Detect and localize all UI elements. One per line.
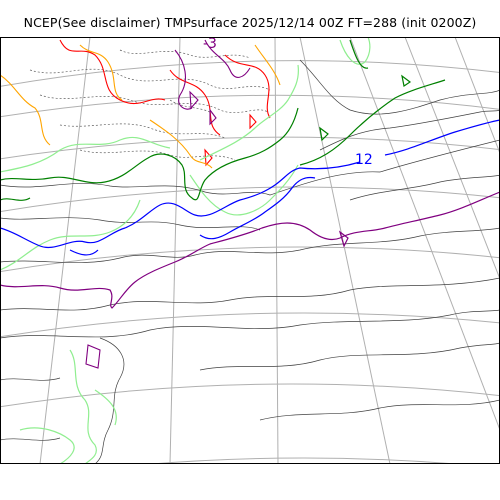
dotted-contours bbox=[29, 49, 271, 161]
cold-contours bbox=[0, 39, 281, 369]
contour-label-12: 12 bbox=[355, 152, 373, 168]
meridian-line bbox=[39, 37, 91, 464]
contour-labels: 12 -3 bbox=[203, 37, 373, 168]
meridian-line bbox=[404, 37, 500, 281]
contour-15 bbox=[0, 191, 500, 309]
contour-label-neg3: -3 bbox=[203, 37, 217, 52]
parallel-line bbox=[0, 94, 500, 118]
meridian-line bbox=[299, 37, 391, 464]
parallel-line bbox=[0, 136, 500, 160]
contour-9 bbox=[0, 39, 446, 201]
map-panel: 12 -3 bbox=[0, 37, 500, 464]
map-title: NCEP(See disclaimer) TMPsurface 2025/12/… bbox=[23, 15, 477, 30]
parallel-line bbox=[0, 312, 500, 338]
meridian-line bbox=[274, 37, 279, 464]
meridian-line bbox=[454, 37, 500, 155]
meridian-line bbox=[169, 37, 181, 464]
parallel-line bbox=[0, 186, 500, 213]
contour-12 bbox=[0, 119, 500, 256]
contour-6 bbox=[0, 37, 371, 464]
graticule bbox=[0, 37, 500, 464]
parallel-line bbox=[0, 60, 500, 87]
parallel-line bbox=[0, 246, 500, 273]
meridian-line bbox=[349, 37, 500, 431]
map-canvas: 12 -3 bbox=[0, 37, 500, 464]
coastlines bbox=[0, 59, 500, 464]
parallel-line bbox=[0, 383, 500, 408]
